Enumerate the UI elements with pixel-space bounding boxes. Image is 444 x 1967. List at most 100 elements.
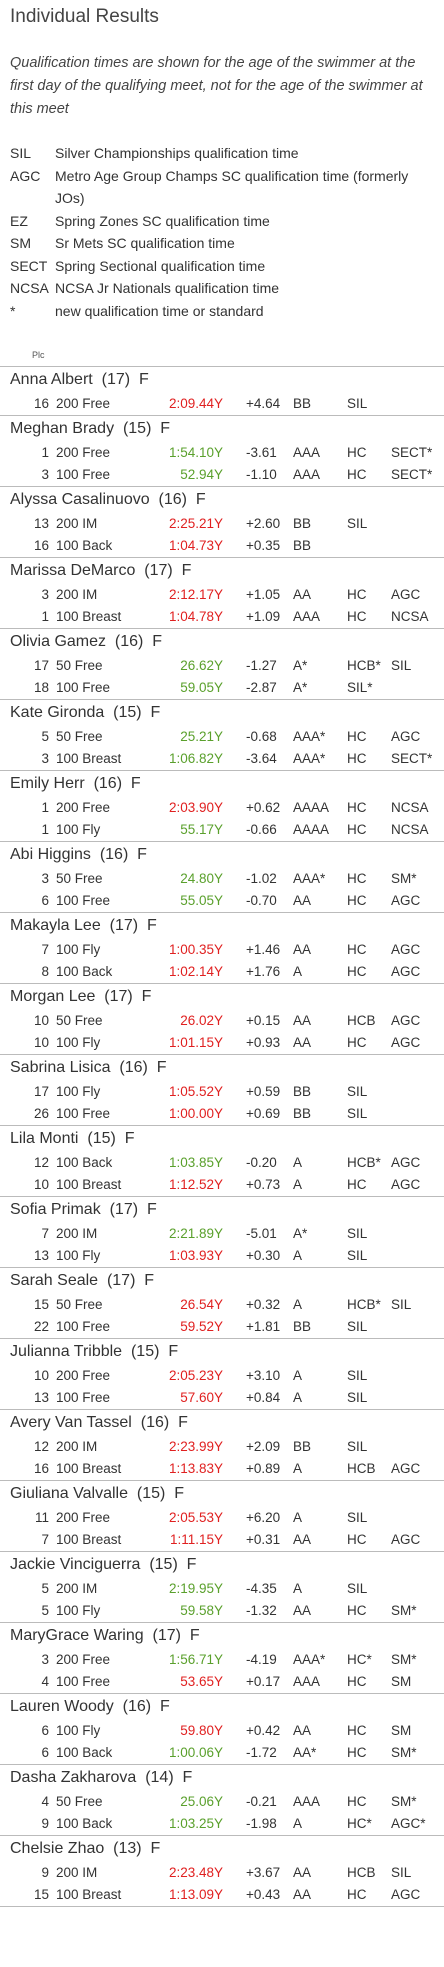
qual-code: HC xyxy=(347,751,367,766)
standard: A xyxy=(293,1297,303,1312)
standard: BB xyxy=(293,1106,312,1121)
event: 200 IM xyxy=(56,587,98,602)
place: 22 xyxy=(33,1319,49,1334)
qual-code: AGC* xyxy=(391,1816,426,1831)
event: 200 Free xyxy=(56,800,111,815)
qual-code: HC xyxy=(347,942,367,957)
delta: +1.76 xyxy=(246,964,281,979)
age: (17) xyxy=(101,371,131,388)
qual-code: HC xyxy=(347,893,367,908)
result-row: 3 100 Breast 1:06.82Y -3.64 AAA* HC SECT* xyxy=(0,748,444,770)
place: 1 xyxy=(41,445,49,460)
qual-code: HCB* xyxy=(347,1297,381,1312)
event: 100 Free xyxy=(56,467,111,482)
time: 1:02.14Y xyxy=(168,964,223,979)
swimmer-name: Sarah Seale (17) F xyxy=(0,1268,444,1294)
standard: A xyxy=(293,1510,303,1525)
swimmer: Jackie Vinciguerra (15) F 5 200 IM 2:19.95Y… xyxy=(0,1552,444,1623)
standard: AAA* xyxy=(293,871,326,886)
name: Olivia Gamez xyxy=(10,633,107,650)
qual-code: SM* xyxy=(391,1603,417,1618)
standard: AA xyxy=(293,1865,312,1880)
swimmer-name: Morgan Lee (17) F xyxy=(0,984,444,1010)
age: (15) xyxy=(113,704,142,721)
event: 100 Back xyxy=(56,1816,113,1831)
place: 15 xyxy=(33,1887,49,1902)
standard: AAA xyxy=(293,445,321,460)
place: 4 xyxy=(41,1674,49,1689)
delta: +4.64 xyxy=(246,396,281,411)
delta: -1.32 xyxy=(246,1603,277,1618)
time: 1:00.00Y xyxy=(168,1106,223,1121)
sex: F xyxy=(146,917,157,934)
event: 200 IM xyxy=(56,1581,98,1596)
result-row: 16 100 Back 1:04.73Y +0.35 BB xyxy=(0,535,444,557)
standard: AAAA xyxy=(293,822,330,837)
delta: -0.70 xyxy=(246,893,277,908)
delta: +0.84 xyxy=(246,1390,281,1405)
qual-code: SIL xyxy=(347,1106,368,1121)
qual-code: SM* xyxy=(391,1745,417,1760)
place: 10 xyxy=(33,1368,49,1383)
place: 13 xyxy=(33,1248,49,1263)
delta: +0.69 xyxy=(246,1106,281,1121)
qual-code: HC xyxy=(347,964,367,979)
swimmer: Sabrina Lisica (16) F 17 100 Fly 1:05.52Y +0… xyxy=(0,1055,444,1126)
event: 200 IM xyxy=(56,1226,98,1241)
qual-code: HCB* xyxy=(347,1155,381,1170)
age: (15) xyxy=(122,420,152,437)
swimmer-name: Lila Monti (15) F xyxy=(0,1126,444,1152)
age: (14) xyxy=(145,1769,174,1786)
result-row: 1 100 Breast 1:04.78Y +1.09 AAA HC NCSA xyxy=(0,606,444,628)
qual-code: SIL xyxy=(347,516,368,531)
legend: SIL Silver Championships qualification ti… xyxy=(10,142,440,322)
delta: -0.68 xyxy=(246,729,277,744)
delta: +6.20 xyxy=(246,1510,281,1525)
sex: F xyxy=(124,1130,135,1147)
swimmer-name: Julianna Tribble (15) F xyxy=(0,1339,444,1365)
sex: F xyxy=(150,704,161,721)
place: 12 xyxy=(33,1155,49,1170)
time: 2:25.21Y xyxy=(168,516,223,531)
sex: F xyxy=(146,1201,157,1218)
result-row: 16 100 Breast 1:13.83Y +0.89 A HCB AGC xyxy=(0,1458,444,1480)
swimmer-name: MaryGrace Waring (17) F xyxy=(0,1623,444,1649)
event: 200 Free xyxy=(56,445,111,460)
note: Qualification times are shown for the ag… xyxy=(10,55,423,117)
sex: F xyxy=(130,775,141,792)
results-list: Anna Albert (17) F 16 200 Free 2:09.44Y +4.6… xyxy=(0,366,444,1907)
swimmer: Makayla Lee (17) F 7 100 Fly 1:00.35Y +1.46 A… xyxy=(0,913,444,984)
event: 200 IM xyxy=(56,516,98,531)
qual-code: SIL* xyxy=(347,680,373,695)
legend-code: SIL xyxy=(10,145,32,161)
result-row: 5 200 IM 2:19.95Y -4.35 A SIL xyxy=(0,1578,444,1600)
name: Sarah Seale xyxy=(10,1272,99,1289)
qual-code: HC xyxy=(347,729,367,744)
qual-code: HC xyxy=(347,822,367,837)
time: 1:01.15Y xyxy=(168,1035,223,1050)
qual-code: AGC xyxy=(391,893,421,908)
name: Emily Herr xyxy=(10,775,85,792)
name: Lila Monti xyxy=(10,1130,79,1147)
result-row: 7 100 Breast 1:11.15Y +0.31 AA HC AGC xyxy=(0,1529,444,1551)
age: (15) xyxy=(149,1556,178,1573)
place: 1 xyxy=(41,822,49,837)
swimmer-name: Emily Herr (16) F xyxy=(0,771,444,797)
result-row: 9 200 IM 2:23.48Y +3.67 AA HCB SIL xyxy=(0,1862,444,1884)
result-row: 10 100 Fly 1:01.15Y +0.93 AA HC AGC xyxy=(0,1032,444,1054)
time: 2:05.23Y xyxy=(168,1368,223,1383)
age: (16) xyxy=(93,775,123,792)
sex: F xyxy=(181,562,192,579)
qual-code: HC xyxy=(347,1887,367,1902)
standard: A xyxy=(293,1390,303,1405)
qual-code: SM xyxy=(391,1723,412,1738)
standard: AAA* xyxy=(293,729,326,744)
delta: -2.87 xyxy=(246,680,277,695)
swimmer: Sofia Primak (17) F 7 200 IM 2:21.89Y -5.01 A… xyxy=(0,1197,444,1268)
place: 3 xyxy=(41,467,49,482)
qual-code: SIL xyxy=(347,1390,368,1405)
column-header: Plc xyxy=(32,350,45,360)
title: Individual Results xyxy=(10,6,159,27)
swimmer: Olivia Gamez (16) F 17 50 Free 26.62Y -1.27 A… xyxy=(0,629,444,700)
sex: F xyxy=(182,1769,193,1786)
